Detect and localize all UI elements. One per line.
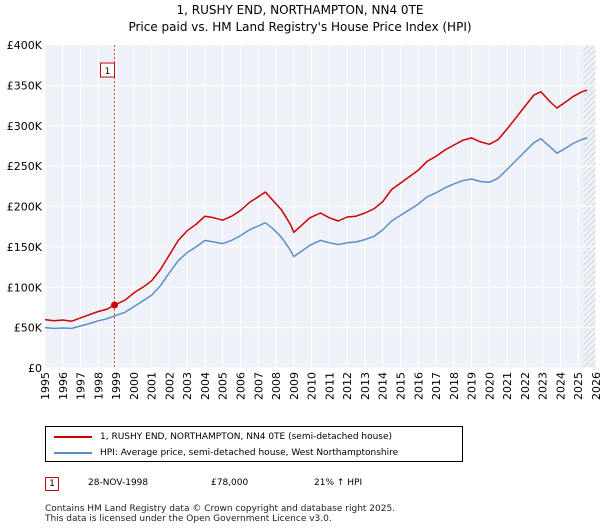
x-tick-label: 2024: [554, 372, 567, 400]
y-tick-label: £350K: [7, 79, 43, 92]
x-tick-label: 2013: [359, 372, 372, 400]
x-tick-label: 2003: [181, 372, 194, 400]
x-tick-label: 1998: [92, 372, 105, 400]
y-tick-label: £300K: [7, 120, 43, 133]
legend-swatch-property: [54, 436, 92, 438]
y-tick-label: £100K: [7, 281, 43, 294]
x-tick-label: 2014: [377, 372, 390, 400]
annotation-box: [99, 62, 115, 78]
y-tick-label: £250K: [7, 160, 43, 173]
chart-title: 1, RUSHY END, NORTHAMPTON, NN4 0TE: [176, 3, 424, 17]
x-tick-label: 2007: [252, 372, 265, 400]
x-tick-label: 2004: [199, 372, 212, 400]
x-tick-label: 2005: [217, 372, 230, 400]
x-tick-label: 2026: [590, 372, 600, 400]
x-tick-label: 1995: [39, 372, 52, 400]
x-tick-label: 1999: [110, 372, 123, 400]
legend-label-hpi: HPI: Average price, semi-detached house,…: [100, 448, 399, 458]
x-tick-label: 2020: [483, 372, 496, 400]
x-tick-label: 2006: [235, 372, 248, 400]
sale-badge: 1: [45, 477, 59, 491]
legend: 1, RUSHY END, NORTHAMPTON, NN4 0TE (semi…: [45, 426, 463, 462]
legend-item-property: 1, RUSHY END, NORTHAMPTON, NN4 0TE (semi…: [54, 429, 392, 445]
x-tick-label: 2010: [306, 372, 319, 400]
property-series-line: [44, 89, 588, 322]
x-tick-label: 2021: [501, 372, 514, 400]
x-tick-label: 2019: [466, 372, 479, 400]
x-tick-label: 2022: [519, 372, 532, 400]
x-tick-label: 1996: [57, 372, 70, 400]
y-tick-label: £200K: [7, 201, 43, 214]
sale-hpi-change: 21% ↑ HPI: [314, 478, 363, 488]
x-tick-label: 2009: [288, 372, 301, 400]
x-tick-label: 2017: [430, 372, 443, 400]
y-tick-label: £0: [28, 362, 42, 375]
x-tick-label: 2012: [341, 372, 354, 400]
x-tick-label: 2015: [394, 372, 407, 400]
x-tick-label: 2000: [128, 372, 141, 400]
sale-point: [110, 301, 118, 309]
y-tick-label: £400K: [7, 39, 43, 52]
x-tick-label: 2001: [146, 372, 159, 400]
x-tick-label: 2008: [270, 372, 283, 400]
x-tick-label: 2025: [572, 372, 585, 400]
sale-annotation-badge: 1: [99, 62, 115, 78]
footer-copyright: Contains HM Land Registry data © Crown c…: [45, 504, 396, 514]
x-tick-label: 2018: [448, 372, 461, 400]
y-tick-label: £150K: [7, 241, 43, 254]
hpi-series-line: [44, 137, 588, 330]
x-tick-label: 2016: [412, 372, 425, 400]
x-tick-label: 2023: [537, 372, 550, 400]
legend-label-property: 1, RUSHY END, NORTHAMPTON, NN4 0TE (semi…: [100, 432, 393, 442]
y-tick-label: £50K: [14, 322, 43, 335]
annotation-label: 1: [105, 67, 111, 77]
price-chart: £0 £50K £100K £150K £200K £250K £300K £350K £400…: [7, 39, 600, 400]
x-tick-label: 1997: [75, 372, 88, 400]
x-tick-label: 2002: [163, 372, 176, 400]
sale-date: 28-NOV-1998: [88, 478, 149, 488]
chart-subtitle: Price paid vs. HM Land Registry's House …: [128, 20, 472, 34]
legend-item-hpi: HPI: Average price, semi-detached house,…: [54, 445, 398, 461]
legend-swatch-hpi: [54, 452, 92, 454]
footer-licence: This data is licensed under the Open Gov…: [45, 514, 332, 524]
x-tick-label: 2011: [323, 372, 336, 400]
sale-price: £78,000: [211, 478, 249, 488]
